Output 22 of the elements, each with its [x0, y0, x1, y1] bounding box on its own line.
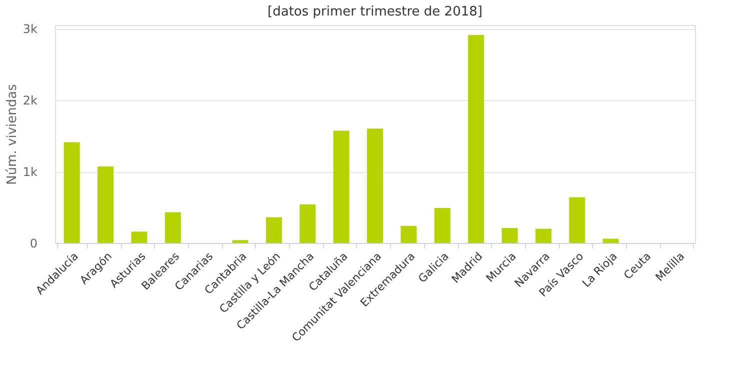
y-tick-label: 3k — [22, 22, 38, 36]
bar — [98, 166, 114, 243]
bar — [266, 217, 282, 243]
y-tick-label: 1k — [22, 165, 38, 180]
bar — [434, 208, 450, 243]
bar — [535, 228, 552, 243]
bar — [602, 238, 619, 243]
bar — [333, 130, 350, 243]
chart-title: [datos primer trimestre de 2018] — [268, 4, 482, 20]
bar — [232, 240, 248, 243]
y-axis-title: Núm. viviendas — [4, 84, 20, 185]
y-tick-label: 2k — [22, 94, 38, 108]
bar — [367, 128, 383, 243]
bar — [569, 197, 586, 243]
bar — [502, 228, 518, 243]
bar — [131, 232, 148, 243]
bar — [164, 212, 181, 243]
bar — [300, 204, 316, 243]
y-tick-label: 0 — [30, 236, 38, 250]
bar — [64, 142, 80, 243]
bar — [400, 226, 417, 243]
bar — [468, 35, 484, 243]
